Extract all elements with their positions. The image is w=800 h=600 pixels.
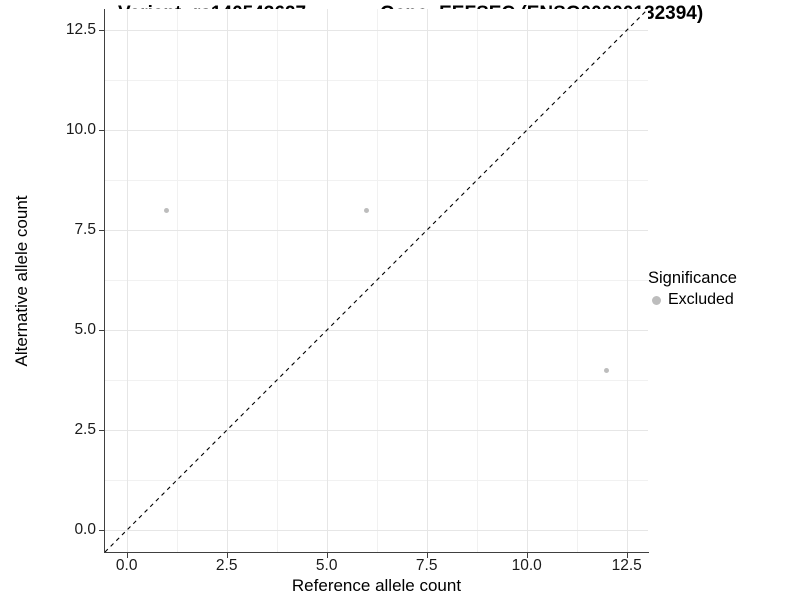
major-gridline	[105, 30, 648, 31]
legend-title: Significance	[648, 269, 737, 287]
major-gridline	[105, 530, 648, 531]
x-tick-label: 10.0	[511, 557, 542, 574]
y-tick-label: 12.5	[65, 21, 96, 38]
x-axis-tick	[326, 553, 328, 558]
x-axis-tick	[426, 553, 428, 558]
major-gridline	[526, 9, 528, 552]
x-tick-label: 2.5	[215, 557, 238, 574]
y-tick-label: 7.5	[74, 221, 96, 238]
x-axis-tick	[526, 553, 528, 558]
y-tick-label: 10.0	[65, 121, 96, 138]
minor-gridline	[105, 480, 648, 481]
y-axis-tick	[99, 330, 104, 332]
y-tick-label: 0.0	[74, 521, 96, 538]
minor-gridline	[105, 180, 648, 181]
major-gridline	[126, 9, 128, 552]
x-tick-label: 5.0	[315, 557, 338, 574]
x-axis-title: Reference allele count	[291, 576, 462, 595]
data-point	[604, 367, 610, 373]
y-axis-tick	[99, 130, 104, 132]
legend: Significance Excluded	[648, 269, 737, 309]
x-tick-label: 0.0	[115, 557, 138, 574]
legend-item-excluded: Excluded	[648, 291, 737, 309]
y-axis-tick	[99, 230, 104, 232]
legend-point-icon	[652, 295, 661, 305]
y-axis-title: Alternative allele count	[12, 195, 31, 367]
minor-gridline	[576, 9, 578, 552]
major-gridline	[226, 9, 228, 552]
major-gridline	[105, 230, 648, 231]
x-tick-label: 12.5	[611, 557, 642, 574]
y-tick-label: 2.5	[74, 421, 96, 438]
plot-panel	[105, 9, 648, 552]
legend-item-label: Excluded	[668, 291, 734, 308]
major-gridline	[426, 9, 428, 552]
y-axis-tick	[99, 530, 104, 532]
major-gridline	[105, 430, 648, 431]
major-gridline	[626, 9, 628, 552]
y-axis-tick	[99, 430, 104, 432]
x-axis-line	[103, 551, 649, 553]
y-tick-label: 5.0	[74, 321, 96, 338]
data-point	[364, 207, 370, 213]
data-point	[164, 207, 170, 213]
major-gridline	[105, 330, 648, 331]
y-axis-tick	[99, 30, 104, 32]
identity-line	[105, 9, 648, 552]
major-gridline	[326, 9, 328, 552]
x-axis-tick	[626, 553, 628, 558]
minor-gridline	[105, 280, 648, 281]
x-tick-label: 7.5	[415, 557, 438, 574]
x-axis-tick	[226, 553, 228, 558]
x-axis-tick	[126, 553, 128, 558]
minor-gridline	[105, 80, 648, 81]
minor-gridline	[476, 9, 478, 552]
major-gridline	[105, 130, 648, 131]
y-axis-line	[103, 9, 106, 553]
minor-gridline	[105, 380, 648, 381]
